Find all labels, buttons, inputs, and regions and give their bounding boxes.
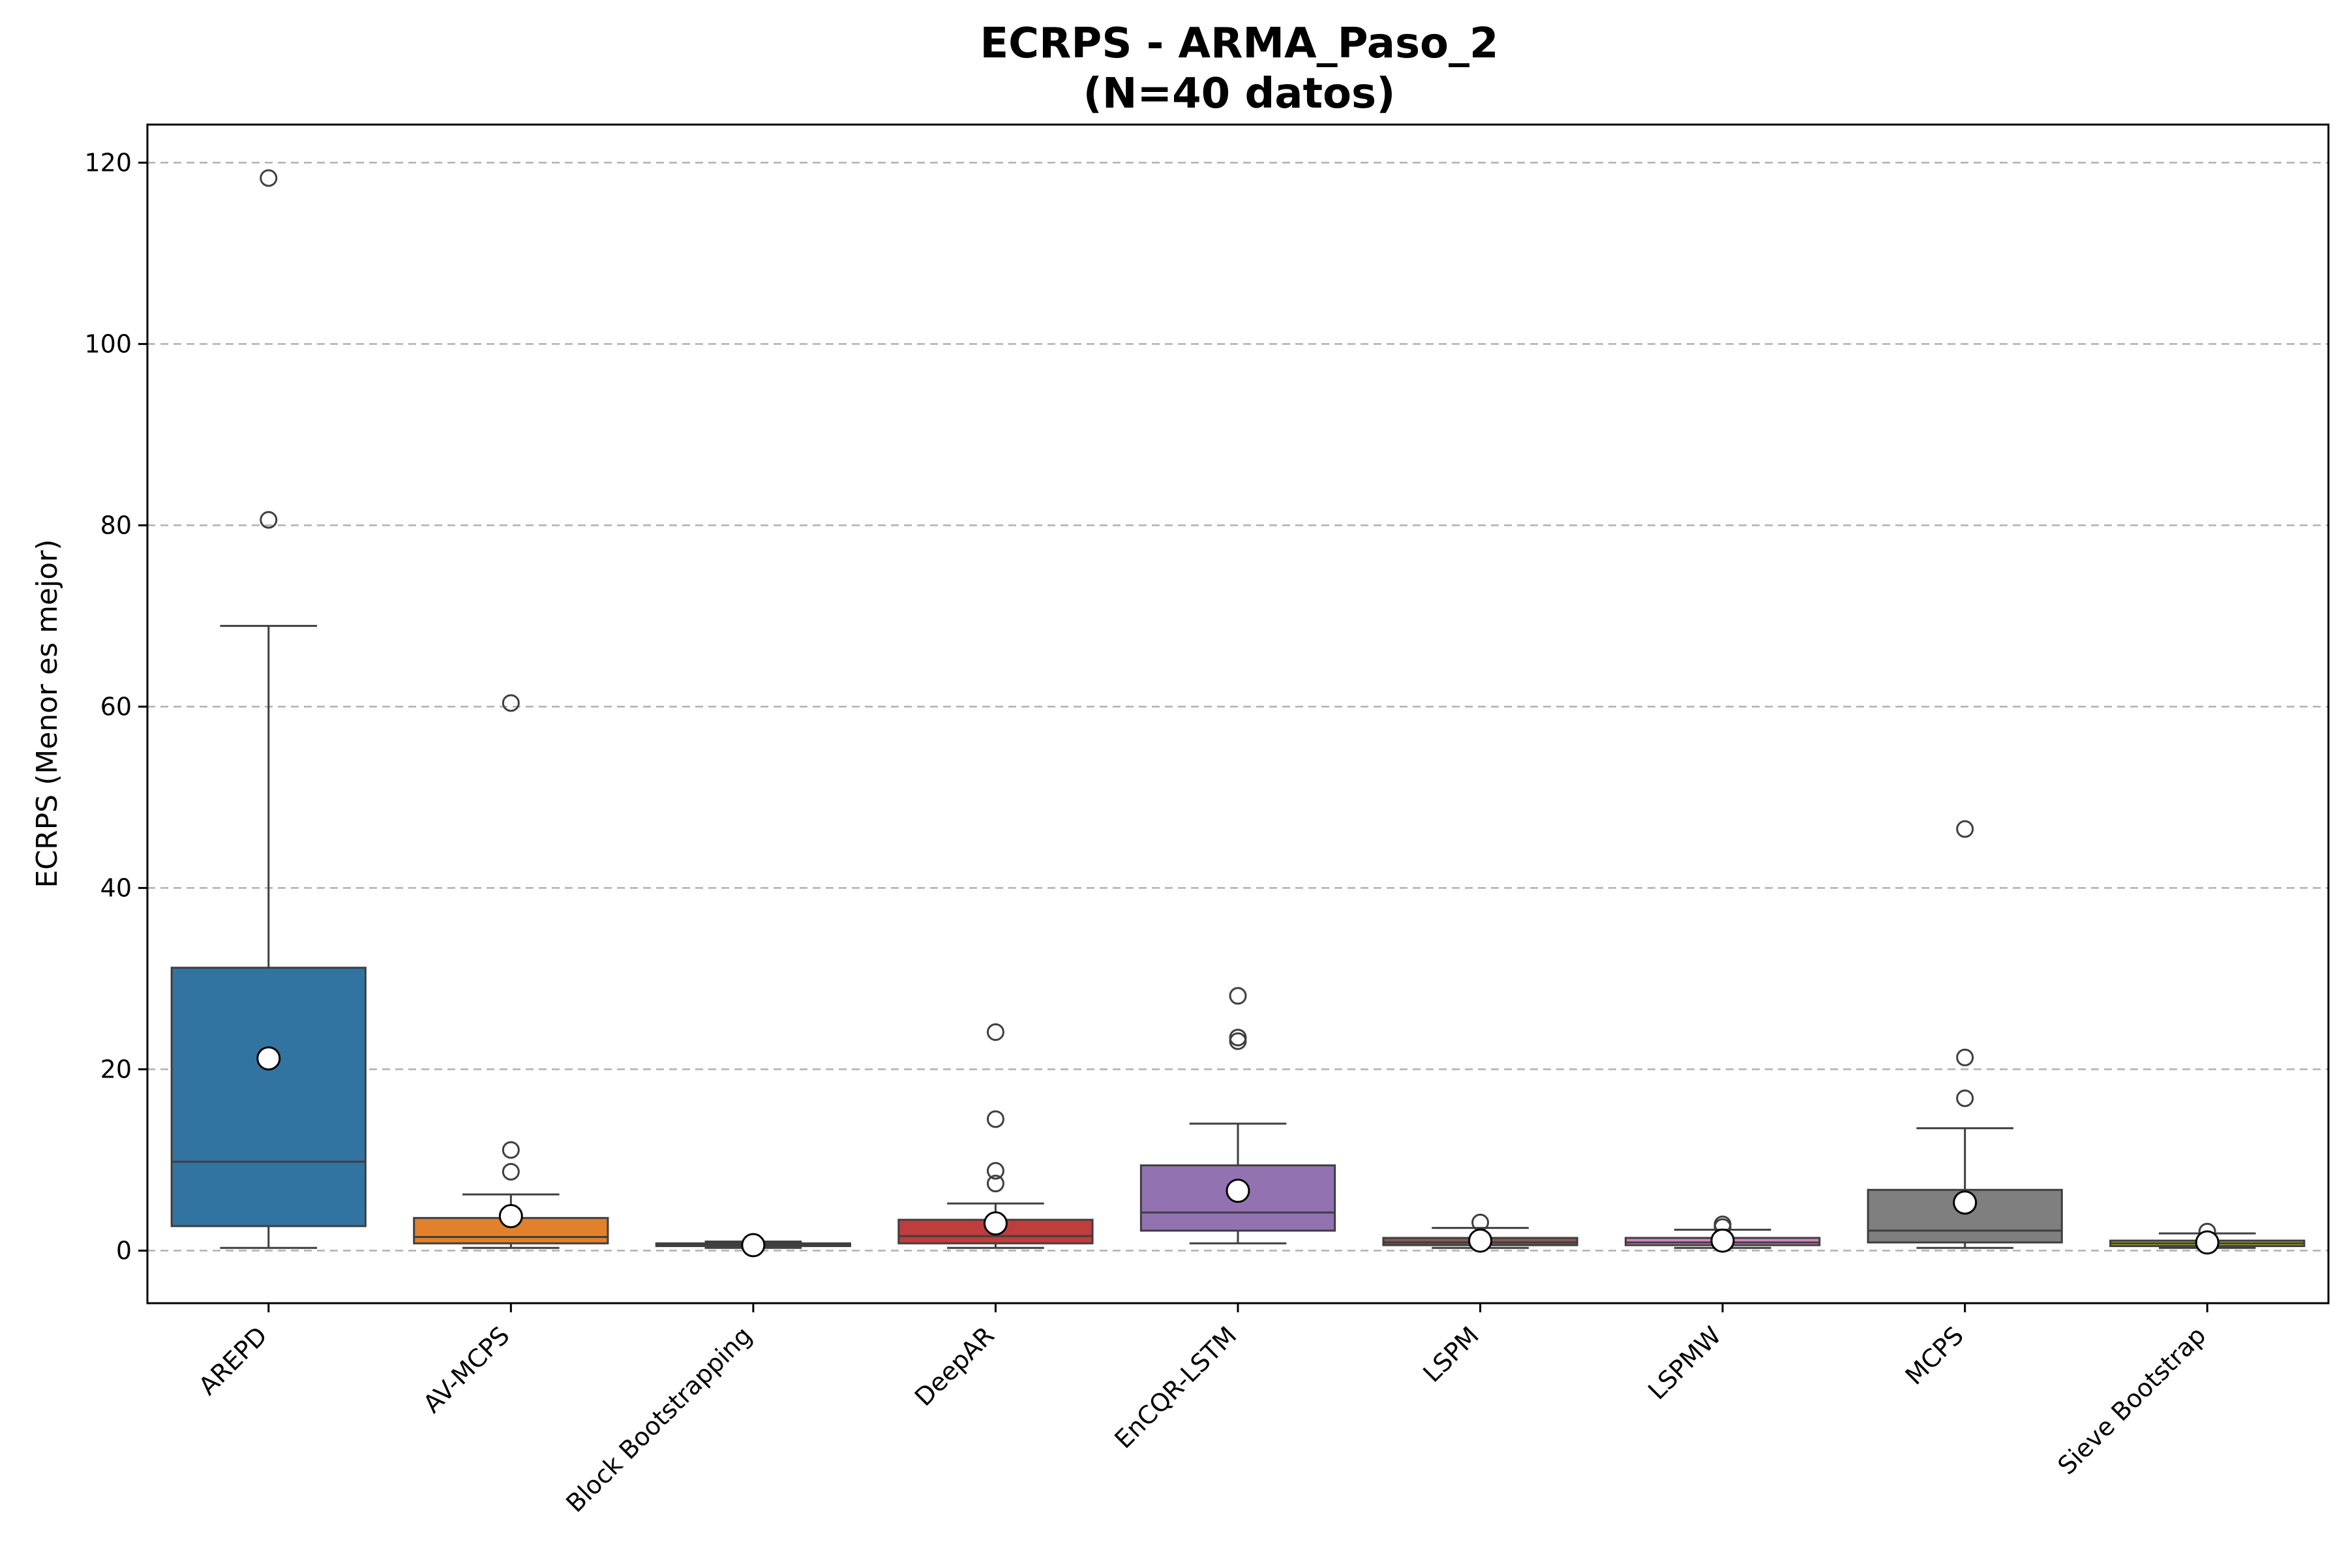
box-group bbox=[413, 694, 609, 1249]
box-iqr bbox=[413, 1216, 609, 1244]
outlier-point bbox=[502, 1141, 520, 1159]
mean-marker bbox=[1468, 1228, 1493, 1253]
mean-marker bbox=[1226, 1179, 1250, 1203]
box-group bbox=[2109, 1222, 2306, 1255]
mean-marker bbox=[2195, 1230, 2220, 1255]
chart-title: ECRPS - ARMA_Paso_2 bbox=[980, 20, 1498, 68]
outlier-point bbox=[1956, 1089, 1974, 1108]
box-iqr bbox=[170, 967, 367, 1228]
outlier-point bbox=[1229, 1029, 1247, 1047]
box-group bbox=[1382, 1213, 1578, 1253]
mean-marker bbox=[256, 1046, 281, 1071]
box-layer bbox=[170, 169, 2306, 1258]
y-tick-label: 20 bbox=[100, 1055, 132, 1083]
outlier-point bbox=[1229, 987, 1247, 1005]
y-tick-label: 60 bbox=[100, 692, 132, 721]
box-group bbox=[1867, 820, 2063, 1249]
y-tick-label: 0 bbox=[116, 1236, 132, 1265]
grid-layer bbox=[147, 162, 2328, 1252]
mean-marker bbox=[983, 1211, 1008, 1236]
y-axis-label: ECRPS (Menor es mejor) bbox=[31, 539, 64, 888]
box-group bbox=[655, 1233, 852, 1258]
box-group bbox=[897, 1023, 1094, 1249]
outlier-point bbox=[1956, 1048, 1974, 1066]
box-group bbox=[1139, 987, 1336, 1244]
box-group bbox=[1624, 1215, 1821, 1253]
y-tick-label: 120 bbox=[84, 148, 132, 177]
outlier-point bbox=[986, 1110, 1004, 1128]
outlier-point bbox=[502, 1162, 520, 1181]
chart-subtitle: (N=40 datos) bbox=[1083, 70, 1396, 118]
outlier-point bbox=[260, 169, 278, 187]
y-tick-label: 40 bbox=[100, 873, 132, 902]
mean-marker bbox=[1710, 1228, 1735, 1253]
mean-marker bbox=[741, 1233, 766, 1258]
outlier-point bbox=[986, 1023, 1004, 1041]
y-axis: 0 20 40 60 80 100 120 bbox=[84, 148, 147, 1265]
outlier-point bbox=[986, 1175, 1004, 1193]
outlier-point bbox=[1956, 820, 1974, 838]
outlier-point bbox=[260, 511, 278, 529]
outlier-point bbox=[986, 1162, 1004, 1180]
box-group bbox=[170, 169, 367, 1249]
y-tick-label: 80 bbox=[100, 511, 132, 539]
y-tick-label: 100 bbox=[84, 329, 132, 358]
outlier-point bbox=[502, 694, 520, 712]
mean-marker bbox=[498, 1204, 523, 1229]
plot-frame bbox=[146, 123, 2330, 1304]
mean-marker bbox=[1953, 1190, 1978, 1215]
